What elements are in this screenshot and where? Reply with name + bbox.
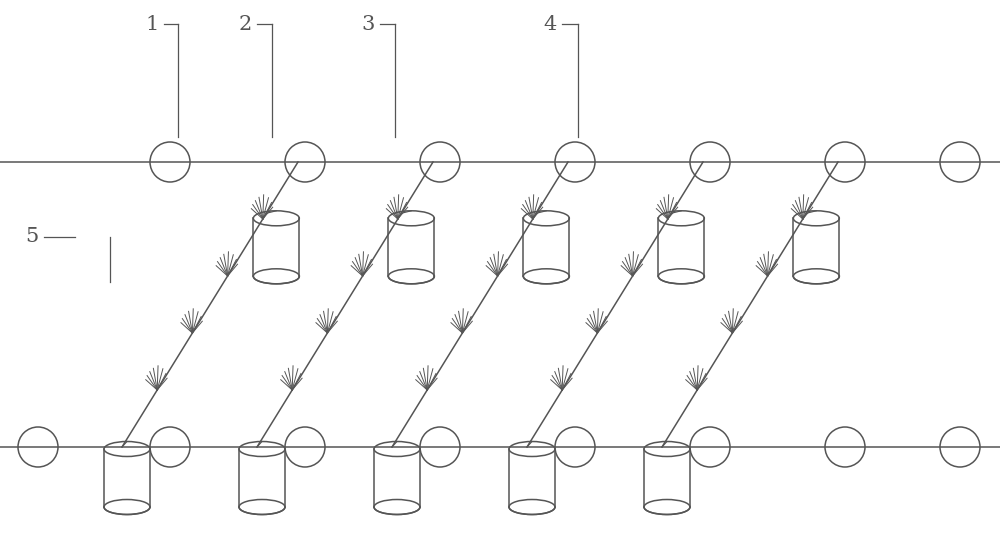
Text: 2: 2: [238, 15, 252, 34]
Text: 5: 5: [25, 228, 39, 247]
Text: 4: 4: [543, 15, 557, 34]
Text: 1: 1: [145, 15, 159, 34]
Text: 3: 3: [361, 15, 375, 34]
